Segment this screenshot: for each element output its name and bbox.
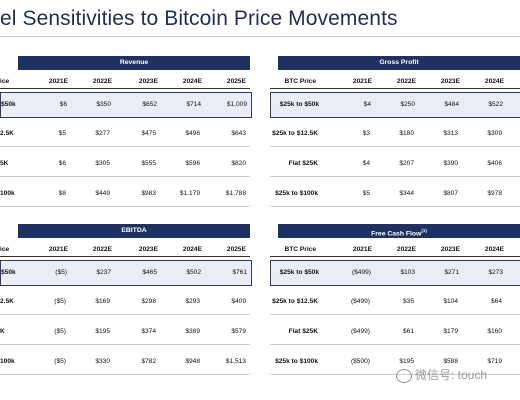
col-2022: 2022E	[92, 78, 112, 85]
revenue-header: Revenue	[18, 56, 250, 70]
table-row: $50k ($5) $237 $465 $502 $761	[0, 260, 252, 286]
free-cash-flow-header: Free Cash Flow(1)	[278, 224, 520, 238]
col-2021: 2021E	[48, 78, 68, 85]
gross-profit-table: Gross Profit BTC Price 2021E 2022E 2023E…	[270, 56, 520, 216]
table-row: 5K $6 $305 $555 $596 $820	[0, 152, 250, 177]
ebitda-column-headers: ice 2021E 2022E 2023E 2024E 2025E	[0, 246, 246, 253]
gross-profit-header: Gross Profit	[278, 56, 520, 70]
title-divider	[0, 36, 520, 37]
table-row: $25k to $12.5K ($499) $35 $104 $64	[270, 290, 520, 315]
table-row: 100k $8 $449 $983 $1,179 $1,788	[0, 182, 250, 207]
free-cash-flow-column-headers: BTC Price 2021E 2022E 2023E 2024E	[270, 245, 520, 255]
table-row: $25k to $12.5K $3 $180 $313 $309	[270, 122, 520, 147]
col-2024: 2024E	[182, 78, 202, 85]
table-row: $25k to $100k ($500) $195 $588 $719	[270, 350, 520, 375]
col-2023: 2023E	[138, 78, 158, 85]
table-row: 2.5K ($5) $169 $298 $293 $409	[0, 290, 250, 315]
label-header: BTC Price	[284, 246, 316, 253]
label-header: ice	[0, 246, 10, 253]
page-title: el Sensitivities to Bitcoin Price Moveme…	[0, 7, 398, 30]
table-row: 2.5K $5 $277 $475 $496 $643	[0, 122, 250, 147]
free-cash-flow-table: Free Cash Flow(1) BTC Price 2021E 2022E …	[270, 224, 520, 384]
revenue-table: Revenue ice 2021E 2022E 2023E 2024E 2025…	[0, 56, 270, 216]
wechat-icon	[396, 368, 412, 383]
header-underline	[270, 88, 520, 89]
header-underline	[0, 256, 250, 257]
label-header: ice	[0, 78, 10, 85]
watermark: 微信号: touch	[396, 366, 487, 383]
table-row: Flat $25K ($499) $61 $179 $160	[270, 320, 520, 345]
header-underline	[270, 256, 520, 257]
table-row: $25k to $50k ($499) $103 $271 $273	[270, 260, 520, 286]
ebitda-header: EBITDA	[18, 224, 250, 238]
header-underline	[0, 88, 250, 89]
table-row: $25k to $50k $4 $250 $484 $522	[270, 92, 520, 118]
table-row: $25k to $100k $5 $344 $807 $978	[270, 182, 520, 207]
col-2025: 2025E	[226, 78, 246, 85]
table-row: K ($5) $195 $374 $389 $579	[0, 320, 250, 345]
gross-profit-column-headers: BTC Price 2021E 2022E 2023E 2024E	[270, 77, 520, 87]
ebitda-table: EBITDA ice 2021E 2022E 2023E 2024E 2025E…	[0, 224, 270, 384]
revenue-column-headers: ice 2021E 2022E 2023E 2024E 2025E	[0, 77, 270, 87]
table-row: $50k $6 $350 $652 $714 $1,009	[0, 92, 252, 118]
label-header: BTC Price	[284, 78, 316, 85]
table-row: 100k ($5) $330 $782 $948 $1,513	[0, 350, 250, 375]
table-row: Flat $25K $4 $207 $390 $406	[270, 152, 520, 177]
